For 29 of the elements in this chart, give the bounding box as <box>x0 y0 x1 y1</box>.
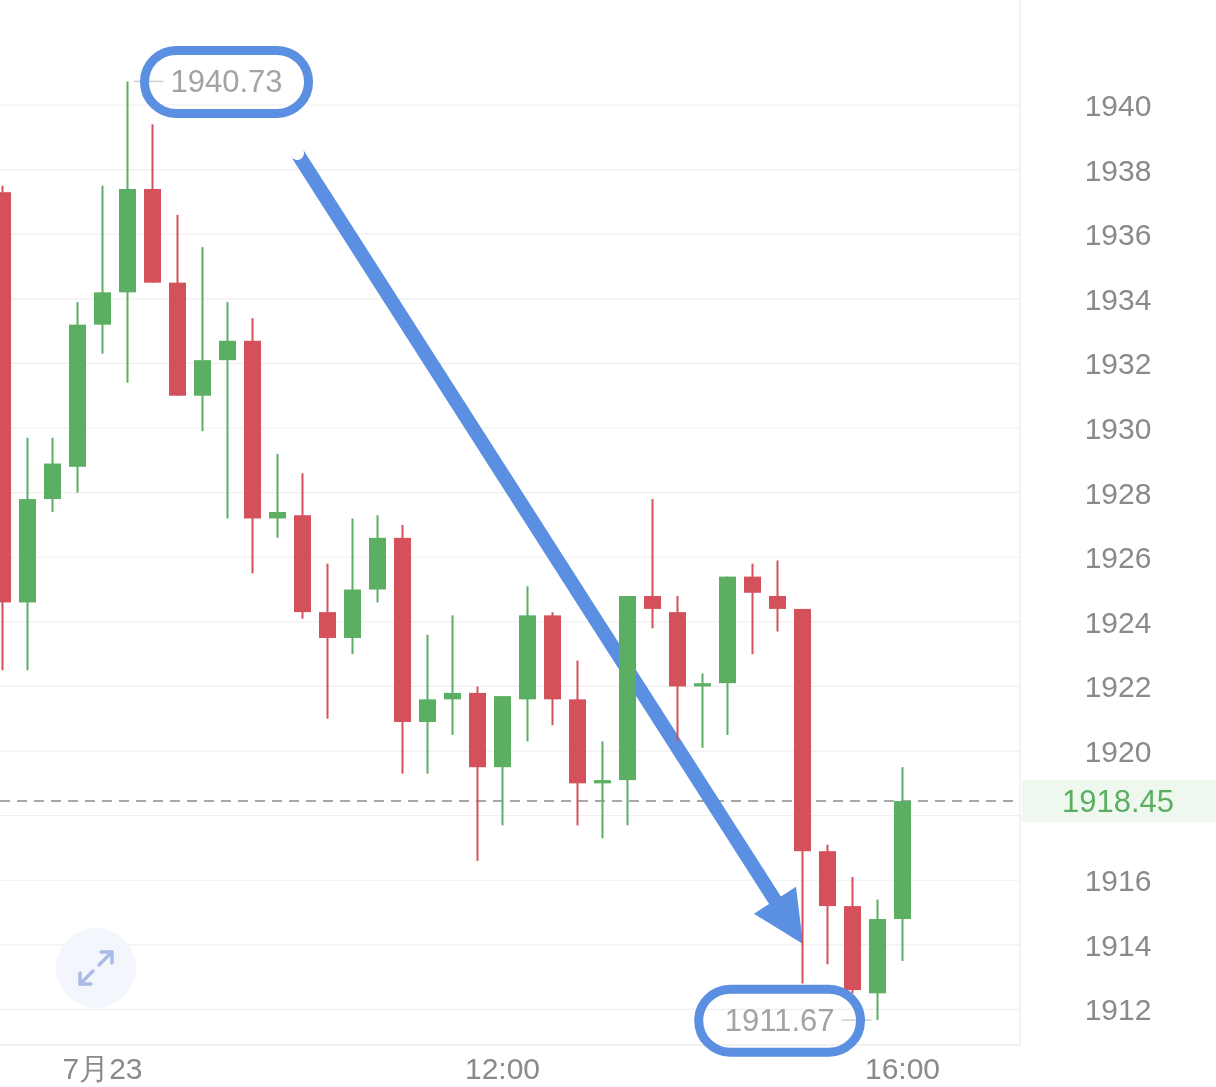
y-tick-label: 1914 <box>1084 928 1152 962</box>
y-tick-label: 1936 <box>1084 218 1152 252</box>
candlestick <box>444 614 461 736</box>
candlestick <box>269 452 286 539</box>
candlestick <box>419 633 436 775</box>
y-tick-label: 1916 <box>1084 864 1152 898</box>
y-tick-label: 1912 <box>1084 993 1152 1027</box>
y-tick-label: 1930 <box>1084 412 1152 446</box>
y-tick-label: 1926 <box>1084 541 1152 575</box>
candlestick <box>644 498 661 630</box>
x-tick-label: 16:00 <box>864 1052 941 1085</box>
annotation: 1940.73 <box>170 64 283 100</box>
ref-line-label: 1918.45 <box>1061 784 1175 820</box>
x-tick-label: 12:00 <box>464 1052 541 1085</box>
y-tick-label: 1940 <box>1084 88 1152 122</box>
y-tick-label: 1928 <box>1084 476 1152 510</box>
candlestick <box>594 740 611 840</box>
candlestick <box>694 672 711 749</box>
y-tick-label: 1924 <box>1084 605 1152 639</box>
candlestick <box>744 562 761 656</box>
y-tick-label: 1932 <box>1084 347 1152 381</box>
y-tick-label: 1938 <box>1084 153 1152 187</box>
y-tick-label: 1922 <box>1084 670 1152 704</box>
candlestick <box>219 301 236 520</box>
y-tick-label: 1934 <box>1084 282 1152 316</box>
annotation: 1911.67 <box>724 1003 835 1039</box>
x-tick-label: 7月23 <box>62 1052 143 1085</box>
candlestick <box>769 559 786 633</box>
y-tick-label: 1920 <box>1084 735 1152 769</box>
